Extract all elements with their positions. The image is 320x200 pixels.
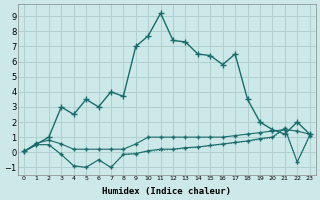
X-axis label: Humidex (Indice chaleur): Humidex (Indice chaleur): [102, 187, 231, 196]
